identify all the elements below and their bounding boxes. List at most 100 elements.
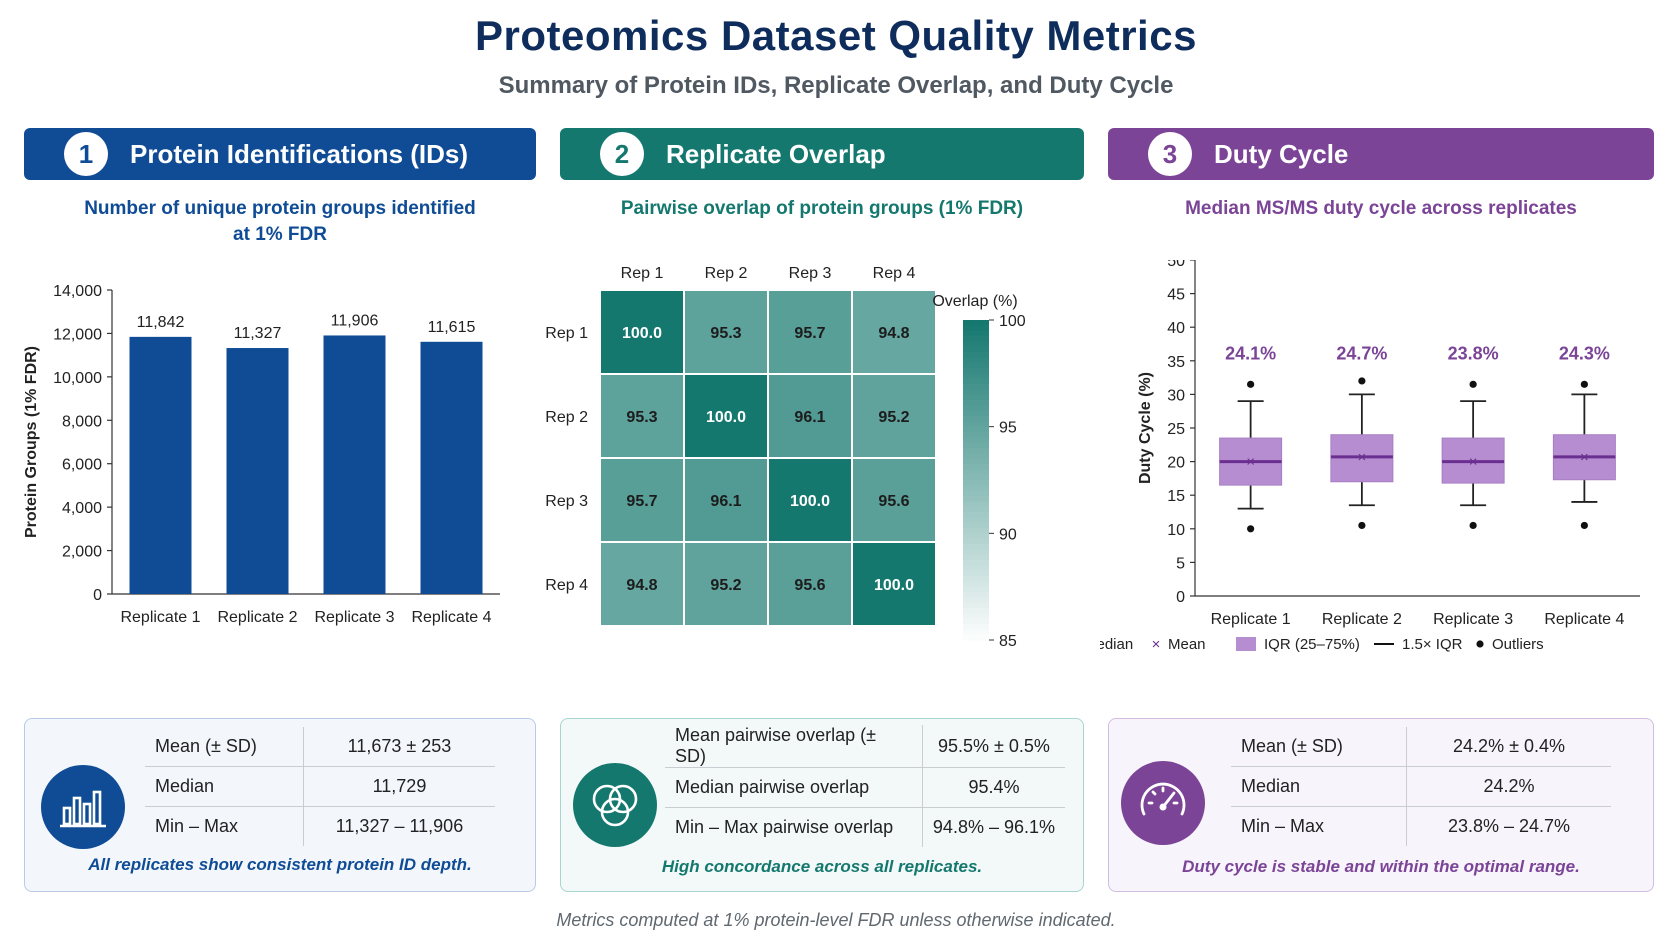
heatmap-cell-value: 96.1: [794, 409, 825, 426]
y-tick-label: 30: [1167, 387, 1185, 404]
table-row: Min – Max 23.8% – 24.7%: [1231, 806, 1611, 846]
colorbar-segment: [963, 448, 989, 454]
colorbar-segment: [963, 426, 989, 433]
x-tick-label: Replicate 1: [120, 609, 200, 626]
protein-ids-bar-chart: 0 2,000 4,000 6,000 8,000 10,000 12,000 14,000 1…: [23, 283, 500, 626]
y-tick-label: 45: [1167, 287, 1185, 304]
legend-iqr-swatch: [1236, 637, 1256, 651]
y-tick-label: 10,000: [53, 370, 102, 387]
colorbar-segment: [963, 618, 989, 625]
colorbar-segment: [963, 384, 989, 390]
heatmap-cell-value: 100.0: [622, 325, 662, 342]
stat-value: 24.2%: [1406, 766, 1611, 807]
table-row: Median 11,729: [145, 766, 495, 807]
median-annotation: 24.1%: [1225, 344, 1276, 364]
stats-note-ids: All replicates show consistent protein I…: [88, 855, 472, 874]
heatmap-cell: [767, 541, 853, 627]
colorbar-segment: [963, 389, 989, 396]
heatmap-cell-value: 95.6: [794, 577, 825, 594]
y-tick-label: 15: [1167, 488, 1185, 505]
colorbar-segment: [963, 506, 989, 513]
heatmap-cell: [683, 289, 769, 375]
heatmap-cell-value: 100.0: [790, 493, 830, 510]
outlier-point: [1247, 380, 1255, 388]
heatmap-cell-value: 95.6: [878, 493, 909, 510]
x-tick-label: Replicate 3: [314, 609, 394, 626]
y-tick-label: 0: [93, 587, 102, 604]
colorbar-segment: [963, 458, 989, 465]
y-tick-label: 35: [1167, 354, 1185, 371]
colorbar-segment: [963, 554, 989, 561]
stat-label: Median: [145, 766, 304, 807]
heatmap-cell: [851, 289, 937, 375]
stats-table-overlap: Mean pairwise overlap (± SD) 95.5% ± 0.5%…: [665, 725, 1065, 847]
y-tick-label: 5: [1176, 555, 1185, 572]
colorbar-segment: [963, 362, 989, 369]
colorbar-segment: [963, 346, 989, 353]
panel-header-ids: 1 Protein Identifications (IDs): [24, 128, 536, 180]
colorbar-segment: [963, 624, 989, 630]
heatmap-cell: [767, 373, 853, 459]
table-row: Mean (± SD) 24.2% ± 0.4%: [1231, 727, 1611, 767]
panel-number-ids: 1: [64, 132, 108, 176]
colorbar-segment: [963, 528, 989, 534]
heatmap-row-label: Rep 1: [545, 325, 588, 342]
heatmap-cell: [599, 457, 685, 543]
colorbar-segment: [963, 357, 989, 364]
y-tick-label: 4,000: [62, 500, 102, 517]
median-annotation: 24.3%: [1559, 344, 1610, 364]
bar-chart-icon: [41, 765, 125, 849]
stats-note-duty: Duty cycle is stable and within the opti…: [1182, 857, 1580, 876]
mean-marker: ×: [1469, 454, 1478, 471]
colorbar-segment: [963, 464, 989, 470]
colorbar-segment: [963, 501, 989, 508]
bar-value-label: 11,842: [137, 314, 185, 331]
table-row: Median pairwise overlap 95.4%: [665, 767, 1065, 808]
stat-value: 11,327 – 11,906: [302, 806, 495, 846]
legend-outlier-swatch: [1476, 640, 1484, 648]
heatmap-column-label: Rep 1: [621, 265, 664, 282]
duty-cycle-box-plot: 0 5 10 15 20 25 30 35 40 45 50 Duty Cycle (%) × 24.1%…: [1100, 260, 1640, 653]
panel-subtitle-ids-line2: at 1% FDR: [233, 224, 327, 245]
outlier-point: [1469, 521, 1477, 530]
colorbar-segment: [963, 485, 989, 492]
colorbar-segment: [963, 480, 989, 486]
panel-header-duty: 3 Duty Cycle: [1108, 128, 1654, 180]
x-tick-label: Replicate 2: [1322, 611, 1402, 628]
colorbar-segment: [963, 522, 989, 529]
colorbar-segment: [963, 538, 989, 545]
outlier-point: [1580, 380, 1588, 388]
legend-label: 1.5× IQR: [1402, 636, 1463, 653]
colorbar-segment: [963, 320, 989, 326]
heatmap-column-label: Rep 4: [873, 265, 916, 282]
legend-label: IQR (25–75%): [1264, 636, 1360, 653]
bar: [226, 348, 289, 594]
colorbar-segment: [963, 410, 989, 417]
heatmap-row-label: Rep 4: [545, 577, 588, 594]
colorbar-segment: [963, 544, 989, 550]
x-tick-label: Replicate 1: [1211, 611, 1291, 628]
mean-marker: ×: [1246, 454, 1255, 471]
heatmap-column-label: Rep 2: [705, 265, 748, 282]
y-axis-label: Protein Groups (1% FDR): [23, 346, 40, 538]
colorbar-segment: [963, 469, 989, 476]
y-tick-label: 10: [1167, 522, 1185, 539]
y-tick-label: 20: [1167, 455, 1185, 472]
heatmap-cell-value: 96.1: [710, 493, 741, 510]
heatmap-cell-value: 95.3: [710, 325, 741, 342]
heatmap-row-label: Rep 2: [545, 409, 588, 426]
bar: [129, 336, 192, 594]
mean-marker: ×: [1357, 449, 1366, 466]
table-row: Min – Max 11,327 – 11,906: [145, 806, 495, 846]
heatmap-cell-value: 95.2: [878, 409, 909, 426]
page-subtitle: Summary of Protein IDs, Replicate Overla…: [498, 72, 1174, 99]
stat-value: 95.5% ± 0.5%: [921, 725, 1065, 768]
y-tick-label: 40: [1167, 320, 1185, 337]
colorbar-segment: [963, 629, 989, 636]
colorbar-segment: [963, 565, 989, 572]
stat-label: Min – Max pairwise overlap: [675, 817, 894, 837]
panel-title-duty: Duty Cycle: [1214, 138, 1349, 169]
table-row: Mean (± SD) 11,673 ± 253: [145, 727, 495, 767]
panel-subtitle-ids-line1: Number of unique protein groups identifi…: [84, 198, 476, 219]
median-annotation: 24.7%: [1336, 344, 1387, 364]
